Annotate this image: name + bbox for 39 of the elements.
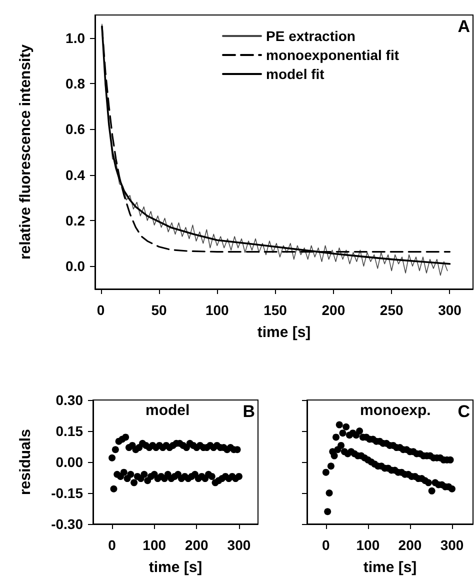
x-tick-label: 0 <box>96 302 105 318</box>
y-tick-label: 1.0 <box>66 30 86 46</box>
x-axis-title: time [s] <box>148 559 202 576</box>
y-tick-label: 0.30 <box>56 392 84 408</box>
x-tick-label: 100 <box>142 537 166 553</box>
legend-label: PE extraction <box>266 28 356 44</box>
y-tick-label: 0.15 <box>56 423 84 439</box>
legend-label: monoexponential fit <box>266 47 400 63</box>
x-tick-label: 300 <box>227 537 251 553</box>
x-tick-label: 200 <box>322 302 346 318</box>
x-tick-label: 250 <box>380 302 404 318</box>
x-tick-label: 0 <box>322 537 330 553</box>
y-axis-title: residuals <box>17 429 34 495</box>
y-axis-title: relative fluorescence intensity <box>17 44 34 260</box>
x-axis-title: time [s] <box>257 324 311 341</box>
x-tick-label: 200 <box>398 537 422 553</box>
annotation: B <box>242 402 256 421</box>
y-tick-label: 0.8 <box>66 76 86 92</box>
x-tick-label: 0 <box>108 537 116 553</box>
x-tick-label: 300 <box>438 302 462 318</box>
x-axis-title: time [s] <box>363 559 417 576</box>
y-tick-label: 0.4 <box>66 166 86 183</box>
x-tick-label: 50 <box>151 302 167 318</box>
annotation: A <box>458 17 470 36</box>
annotation: model <box>146 402 190 419</box>
y-tick-label: 0.00 <box>56 454 84 470</box>
y-tick-label: -0.15 <box>51 485 84 501</box>
x-tick-label: 100 <box>205 302 230 318</box>
y-tick-label: 0.0 <box>66 258 86 274</box>
y-tick-label: -0.30 <box>51 516 84 532</box>
x-tick-label: 200 <box>184 537 209 553</box>
x-tick-label: 100 <box>356 537 380 553</box>
x-tick-label: 150 <box>264 302 288 318</box>
legend-label: model fit <box>266 66 325 82</box>
annotation: C <box>458 402 470 421</box>
x-tick-label: 300 <box>440 537 464 553</box>
annotation: monoexp. <box>360 402 431 419</box>
y-tick-label: 0.6 <box>66 121 86 138</box>
y-tick-label: 0.2 <box>66 212 86 228</box>
